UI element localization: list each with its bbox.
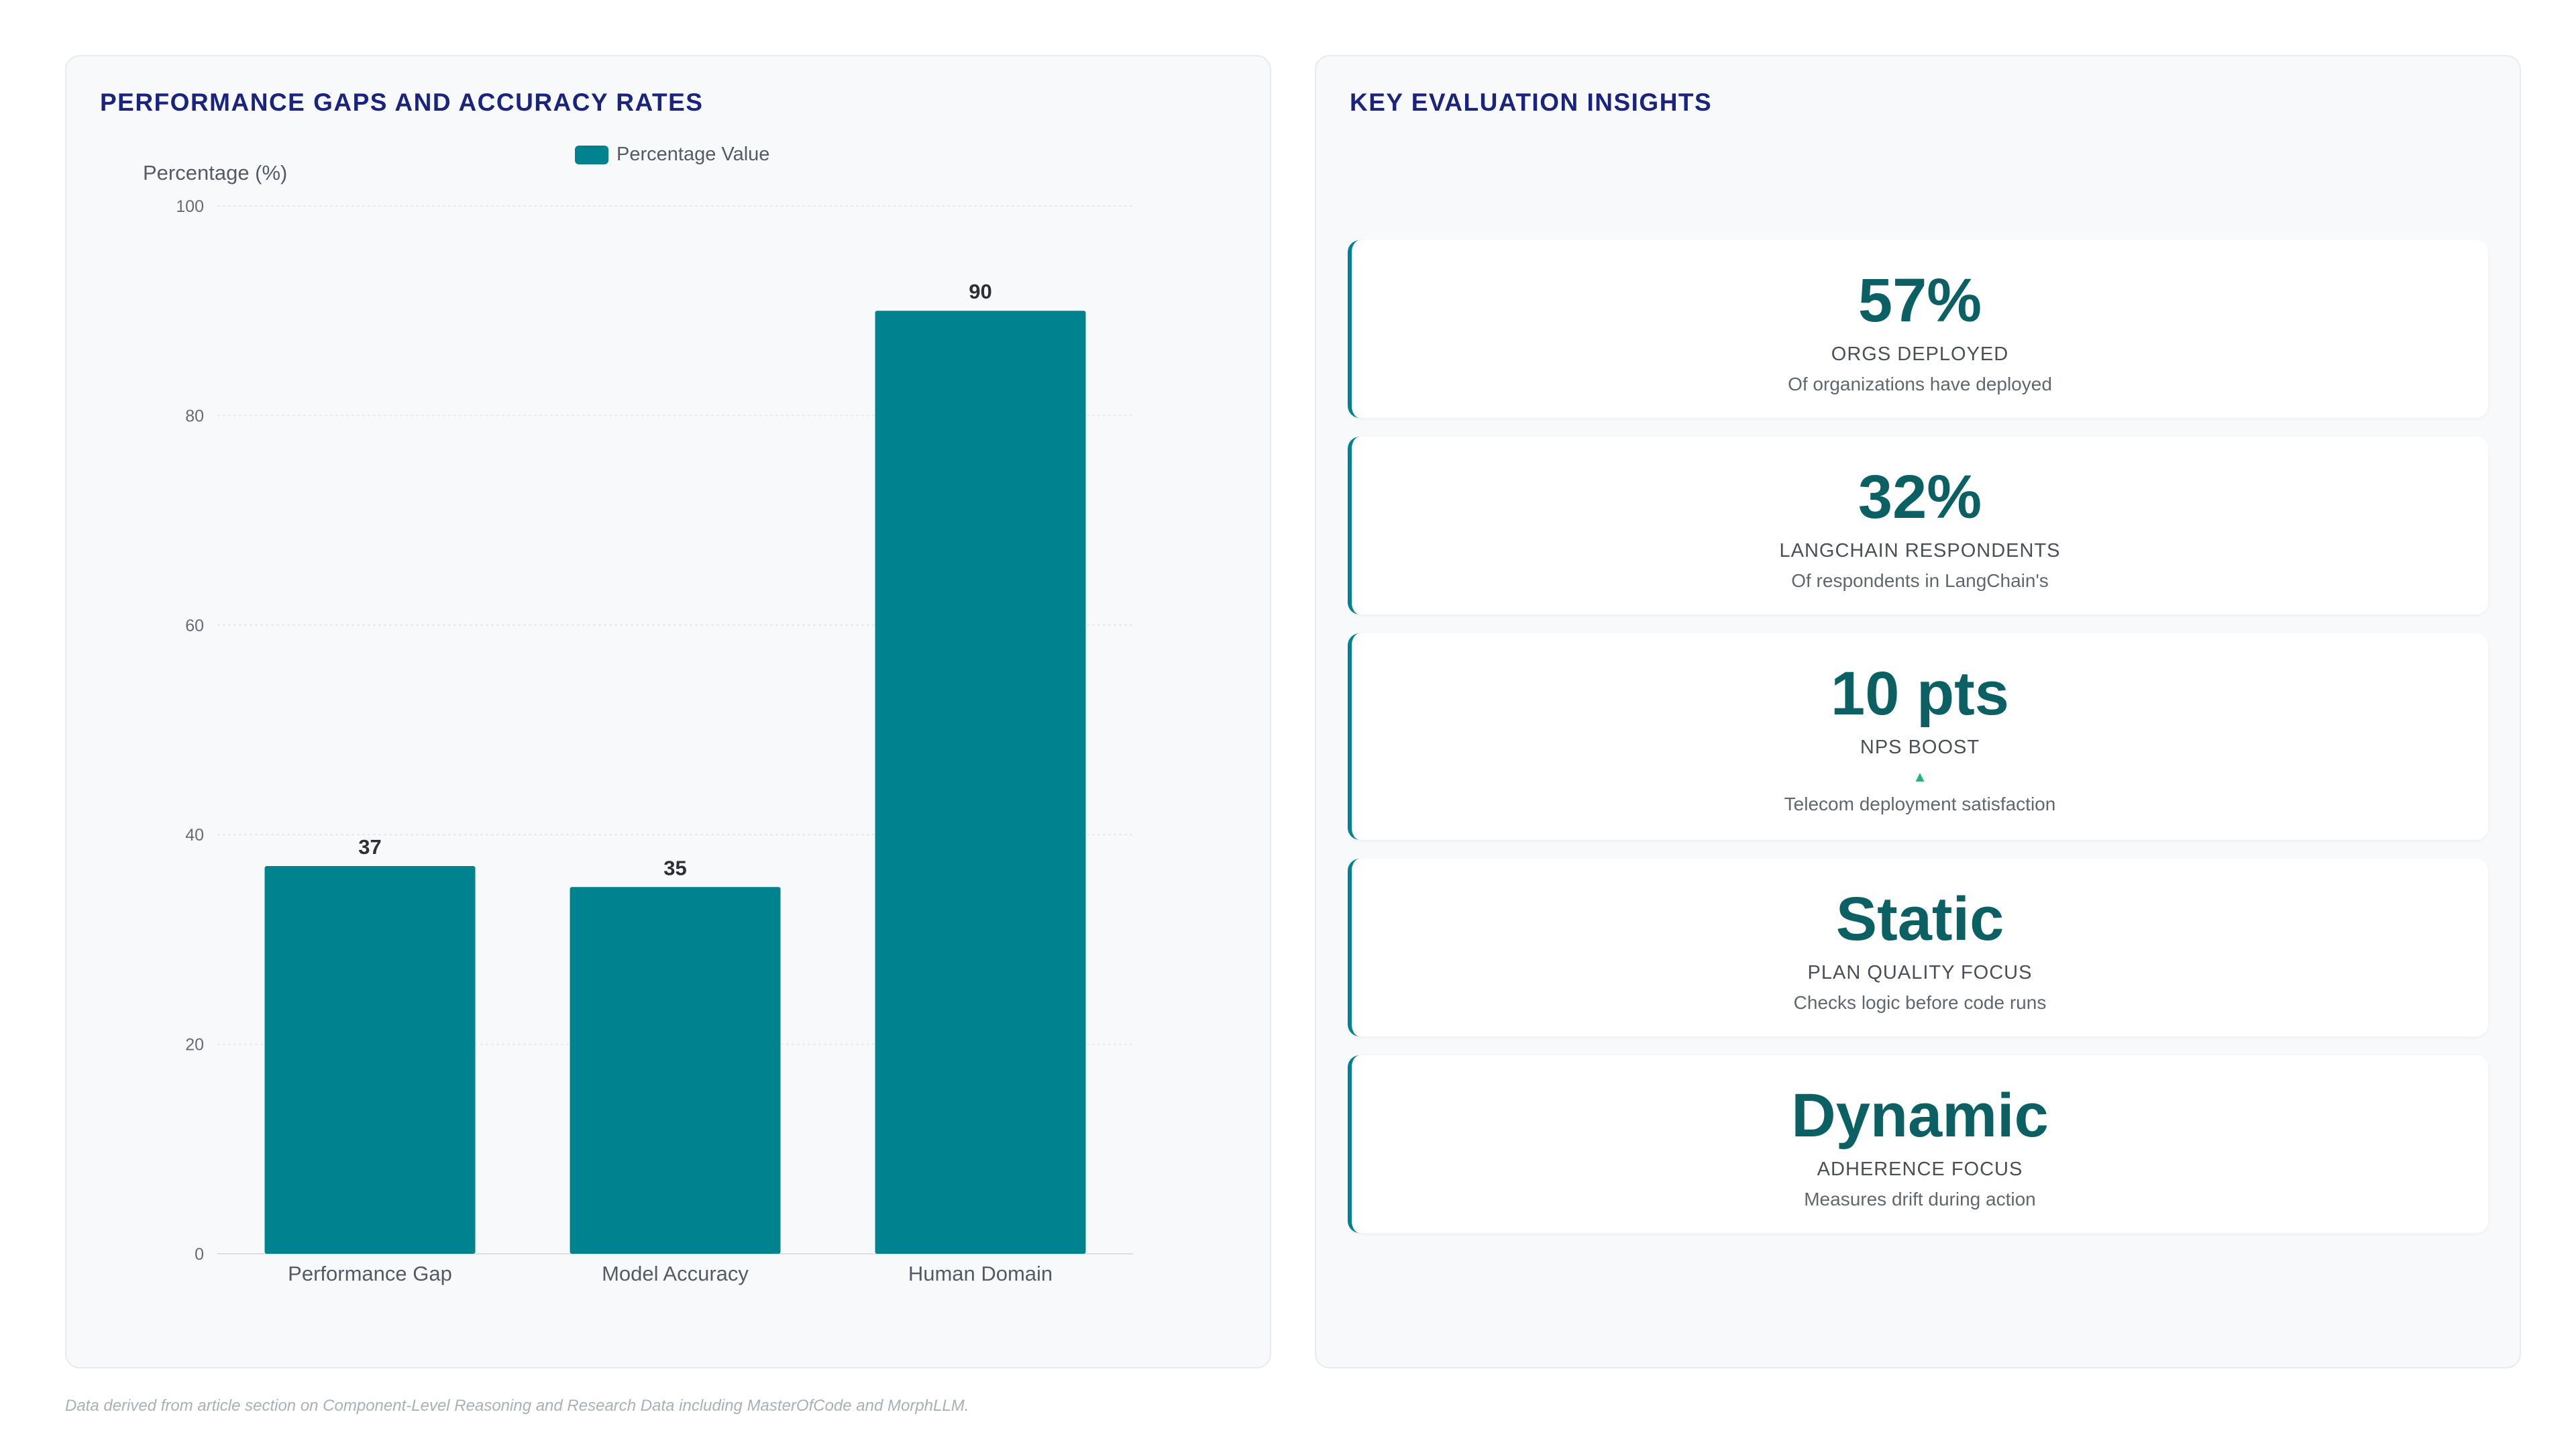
- legend-label: Percentage Value: [616, 144, 770, 165]
- insight-description: Of respondents in LangChain's: [1791, 570, 2049, 591]
- insight-card-nps-boost: 10 pts NPS BOOST ▲ Telecom deployment sa…: [1348, 633, 2488, 840]
- bar: [875, 311, 1086, 1254]
- data-label: 90: [969, 280, 991, 303]
- y-tick-label: 0: [195, 1245, 204, 1264]
- insight-card-plan-quality: Static PLAN QUALITY FOCUS Checks logic b…: [1348, 859, 2488, 1036]
- insight-card-adherence: Dynamic ADHERENCE FOCUS Measures drift d…: [1348, 1055, 2488, 1233]
- chart-panel-title: PERFORMANCE GAPS AND ACCURACY RATES: [100, 89, 704, 116]
- trend-up-icon: ▲: [1913, 768, 1927, 785]
- bar: [570, 887, 781, 1254]
- source-footnote: Data derived from article section on Com…: [65, 1397, 969, 1415]
- insight-card-orgs-deployed: 57% ORGS DEPLOYED Of organizations have …: [1348, 240, 2488, 418]
- bar-chart: 0 20 40 60 80 100 37 Performance Gap 35 Model Acc…: [176, 197, 1133, 1285]
- insight-label: ORGS DEPLOYED: [1831, 343, 2009, 365]
- insight-label: ADHERENCE FOCUS: [1817, 1159, 2023, 1180]
- insight-value: 57%: [1858, 266, 1982, 335]
- insight-label: PLAN QUALITY FOCUS: [1807, 962, 2033, 983]
- insights-panel-title: KEY EVALUATION INSIGHTS: [1350, 89, 1713, 116]
- data-label: 37: [358, 835, 381, 859]
- insight-description: Checks logic before code runs: [1793, 992, 2047, 1013]
- x-tick-label: Model Accuracy: [602, 1262, 749, 1285]
- y-tick-label: 20: [185, 1036, 204, 1055]
- x-tick-label: Performance Gap: [288, 1262, 452, 1285]
- insight-value: Dynamic: [1791, 1081, 2049, 1150]
- insight-value: 32%: [1858, 463, 1982, 531]
- insight-label: LANGCHAIN RESPONDENTS: [1779, 540, 2061, 561]
- chart-legend: Percentage Value: [575, 144, 769, 166]
- insight-description: Telecom deployment satisfaction: [1784, 794, 2056, 814]
- y-tick-label: 60: [185, 616, 204, 635]
- insight-description: Of organizations have deployed: [1788, 374, 2052, 394]
- insight-label: NPS BOOST: [1860, 737, 1980, 758]
- insight-description: Measures drift during action: [1804, 1189, 2036, 1210]
- insights-panel: KEY EVALUATION INSIGHTS 57% ORGS DEPLOYE…: [1315, 55, 2521, 1368]
- insight-cards: 57% ORGS DEPLOYED Of organizations have …: [1348, 240, 2488, 1252]
- y-tick-label: 80: [185, 407, 204, 425]
- insight-card-langchain-respondents: 32% LANGCHAIN RESPONDENTS Of respondents…: [1348, 437, 2488, 614]
- chart-panel: PERFORMANCE GAPS AND ACCURACY RATES Perc…: [65, 55, 1271, 1368]
- bar: [264, 866, 476, 1254]
- insight-value: Static: [1835, 885, 2004, 953]
- legend-swatch: [575, 145, 608, 164]
- data-label: 35: [663, 856, 686, 879]
- y-tick-label: 40: [185, 826, 204, 845]
- y-tick-label: 100: [176, 197, 204, 216]
- x-tick-label: Human Domain: [908, 1262, 1053, 1285]
- y-axis-title: Percentage (%): [143, 161, 288, 184]
- insight-value: 10 pts: [1831, 659, 2009, 728]
